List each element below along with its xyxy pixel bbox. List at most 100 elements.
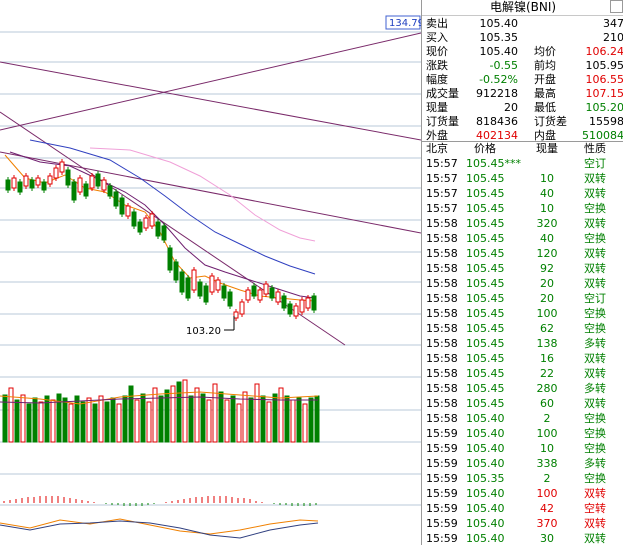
trade-time: 15:58 bbox=[426, 306, 458, 321]
quote-label: 订货差 bbox=[534, 114, 567, 129]
quote-label: 现量 bbox=[426, 100, 448, 115]
trade-volume: 60 bbox=[524, 396, 570, 411]
trade-type: 多转 bbox=[584, 336, 606, 351]
trade-price: 105.45 bbox=[466, 366, 505, 381]
trade-type: 双转 bbox=[584, 246, 606, 261]
trade-volume: 40 bbox=[524, 186, 570, 201]
quote-value: 210 bbox=[603, 30, 623, 45]
trade-price: 105.45 bbox=[466, 216, 505, 231]
trade-volume: 2 bbox=[524, 411, 570, 426]
quote-label: 现价 bbox=[426, 44, 448, 59]
trade-price: 105.45 bbox=[466, 291, 505, 306]
quote-value: 106.55 bbox=[586, 72, 623, 87]
trade-type: 双转 bbox=[584, 396, 606, 411]
trade-volume: 16 bbox=[524, 351, 570, 366]
trade-type: 双转 bbox=[584, 171, 606, 186]
trade-volume: 20 bbox=[524, 291, 570, 306]
quote-value: 107.15 bbox=[586, 86, 623, 101]
trade-type: 双转 bbox=[584, 261, 606, 276]
trade-type: 双转 bbox=[584, 216, 606, 231]
trade-row[interactable]: 15:57 105.45 10 双转 bbox=[422, 171, 623, 186]
trade-volume: 2 bbox=[524, 471, 570, 486]
kline-chart[interactable]: 103.20 134.79 bbox=[0, 0, 421, 545]
trade-time: 15:59 bbox=[426, 516, 458, 531]
trade-volume: 22 bbox=[524, 366, 570, 381]
quote-value: 20 bbox=[504, 100, 518, 115]
trade-volume: 100 bbox=[524, 486, 570, 501]
trades-header: 北京 价格 现量 性质 bbox=[422, 141, 623, 156]
quote-value: 912218 bbox=[476, 86, 518, 101]
trade-time: 15:57 bbox=[426, 186, 458, 201]
trade-time: 15:57 bbox=[426, 171, 458, 186]
trade-volume: 10 bbox=[524, 171, 570, 186]
quote-label: 前均 bbox=[534, 58, 556, 73]
trade-type: 空转 bbox=[584, 501, 606, 516]
trade-time: 15:57 bbox=[426, 201, 458, 216]
quote-value: 106.24 bbox=[586, 44, 623, 59]
trade-time: 15:59 bbox=[426, 441, 458, 456]
trade-price: 105.40 bbox=[466, 411, 505, 426]
trade-type: 空换 bbox=[584, 471, 606, 486]
trade-volume: 30 bbox=[524, 531, 570, 546]
trade-volume: 20 bbox=[524, 276, 570, 291]
trade-type: 空换 bbox=[584, 411, 606, 426]
trade-type: 空换 bbox=[584, 201, 606, 216]
panel-close-box[interactable] bbox=[610, 0, 623, 13]
trade-volume: 138 bbox=[524, 336, 570, 351]
header-volume: 现量 bbox=[524, 141, 570, 156]
trade-type: 空换 bbox=[584, 306, 606, 321]
quote-value: 105.40 bbox=[480, 16, 519, 31]
trade-price: 105.40 bbox=[466, 426, 505, 441]
trade-price: 105.45 bbox=[466, 171, 505, 186]
trade-type: 多转 bbox=[584, 456, 606, 471]
trade-price: 105.45 bbox=[466, 276, 505, 291]
trade-price: 105.45 bbox=[466, 336, 505, 351]
trade-time: 15:58 bbox=[426, 246, 458, 261]
trade-price: 105.45 bbox=[466, 306, 505, 321]
quote-value: 105.40 bbox=[480, 44, 519, 59]
trade-type: 双转 bbox=[584, 516, 606, 531]
trade-time: 15:59 bbox=[426, 486, 458, 501]
trade-time: 15:59 bbox=[426, 471, 458, 486]
trade-row[interactable]: 15:58 105.45 20 空订 bbox=[422, 291, 623, 306]
trade-time: 15:59 bbox=[426, 456, 458, 471]
quote-value: 818436 bbox=[476, 114, 518, 129]
trade-time: 15:58 bbox=[426, 396, 458, 411]
trade-price: 105.45 bbox=[466, 186, 505, 201]
trade-time: 15:58 bbox=[426, 366, 458, 381]
trade-type: 空订 bbox=[584, 291, 606, 306]
trade-row[interactable]: 15:58 105.45 22 双转 bbox=[422, 366, 623, 381]
trade-type: 双转 bbox=[584, 366, 606, 381]
trade-time: 15:58 bbox=[426, 291, 458, 306]
trade-price: 105.45 bbox=[466, 231, 505, 246]
trade-type: 双转 bbox=[584, 486, 606, 501]
trade-volume: 92 bbox=[524, 261, 570, 276]
trade-time: 15:58 bbox=[426, 231, 458, 246]
